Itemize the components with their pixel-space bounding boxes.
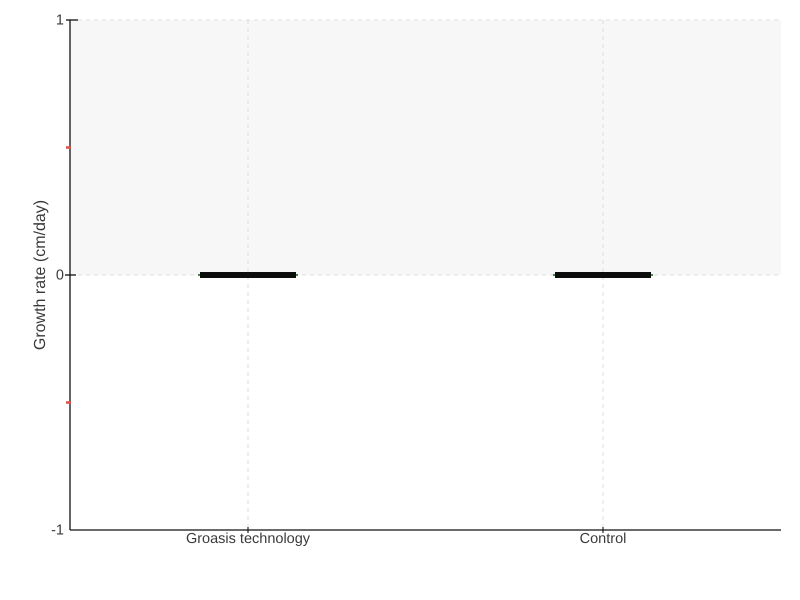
svg-text:Groasis technology: Groasis technology [186, 531, 311, 547]
svg-text:Growth rate (cm/day): Growth rate (cm/day) [32, 200, 49, 350]
svg-text:1: 1 [56, 13, 64, 29]
svg-text:0: 0 [56, 268, 64, 284]
svg-text:-1: -1 [51, 523, 64, 539]
svg-text:Control: Control [580, 531, 627, 547]
